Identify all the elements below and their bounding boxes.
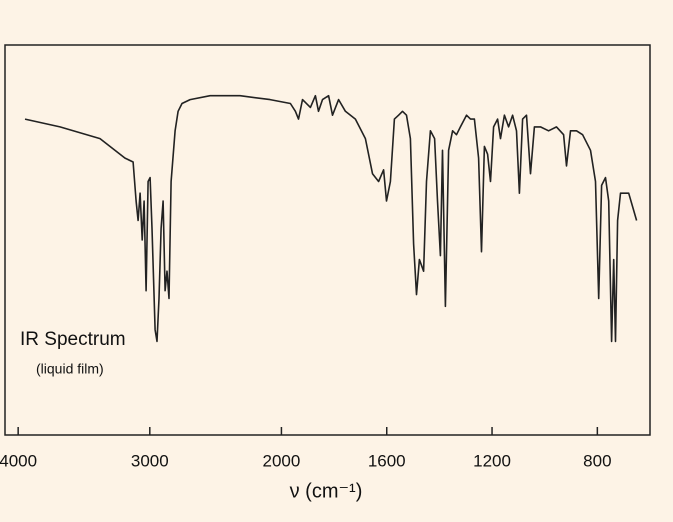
plot-frame [4,44,651,436]
x-tick-label: 3000 [131,451,169,470]
annotation: IR Spectrum [20,329,126,350]
x-tick-label: 800 [583,451,611,470]
x-axis-label: ν (cm⁻¹) [290,480,363,502]
x-tick-label: 2000 [263,451,301,470]
subannotation: (liquid film) [36,361,104,377]
x-tick-label: 1200 [473,451,511,470]
x-tick-label: 4000 [0,451,37,470]
spectrum-line [24,94,638,343]
x-tick-label: 1600 [368,451,406,470]
